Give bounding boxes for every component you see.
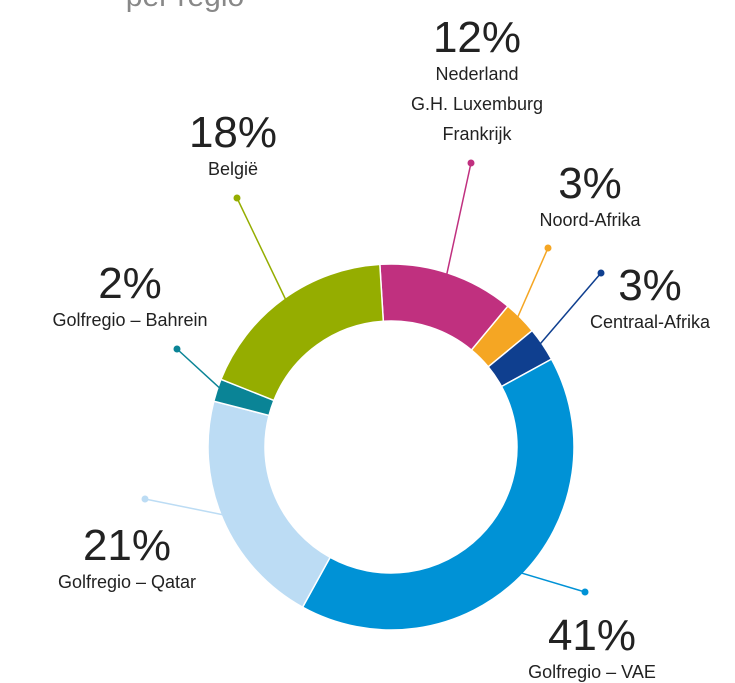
- leader-dot: [233, 194, 241, 202]
- slice-label: Nederland: [435, 64, 518, 84]
- leader-line: [236, 197, 290, 306]
- leader-dot: [173, 345, 181, 353]
- leader-dot: [467, 159, 475, 167]
- leader-dot: [581, 588, 589, 596]
- leader-line: [514, 570, 586, 593]
- slice-label: Golfregio – Qatar: [58, 572, 196, 592]
- value-label: 3%: [618, 261, 682, 310]
- value-label: 2%: [98, 259, 162, 308]
- leader-line: [514, 247, 549, 324]
- leader-dot: [141, 495, 149, 503]
- value-label: 41%: [548, 611, 636, 660]
- leader-line: [176, 348, 226, 394]
- leader-line: [144, 498, 231, 517]
- slice-label: Centraal-Afrika: [590, 312, 711, 332]
- slice-label: België: [208, 159, 258, 179]
- slice-label: Frankrijk: [442, 124, 512, 144]
- leader-line: [535, 272, 602, 350]
- chart-title: per regio: [126, 0, 244, 13]
- value-label: 21%: [83, 521, 171, 570]
- slice-label: Golfregio – Bahrein: [52, 310, 207, 330]
- value-label: 3%: [558, 159, 622, 208]
- slice-label: G.H. Luxemburg: [411, 94, 543, 114]
- leader-dot: [544, 244, 552, 252]
- leader-line: [444, 162, 472, 281]
- leader-dot: [597, 269, 605, 277]
- slice: [301, 358, 575, 631]
- slice: [219, 263, 385, 402]
- value-label: 12%: [433, 13, 521, 62]
- slice-label: Noord-Afrika: [539, 210, 641, 230]
- slice-label: Golfregio – VAE: [528, 662, 656, 682]
- value-label: 18%: [189, 108, 277, 157]
- slice: [207, 400, 332, 609]
